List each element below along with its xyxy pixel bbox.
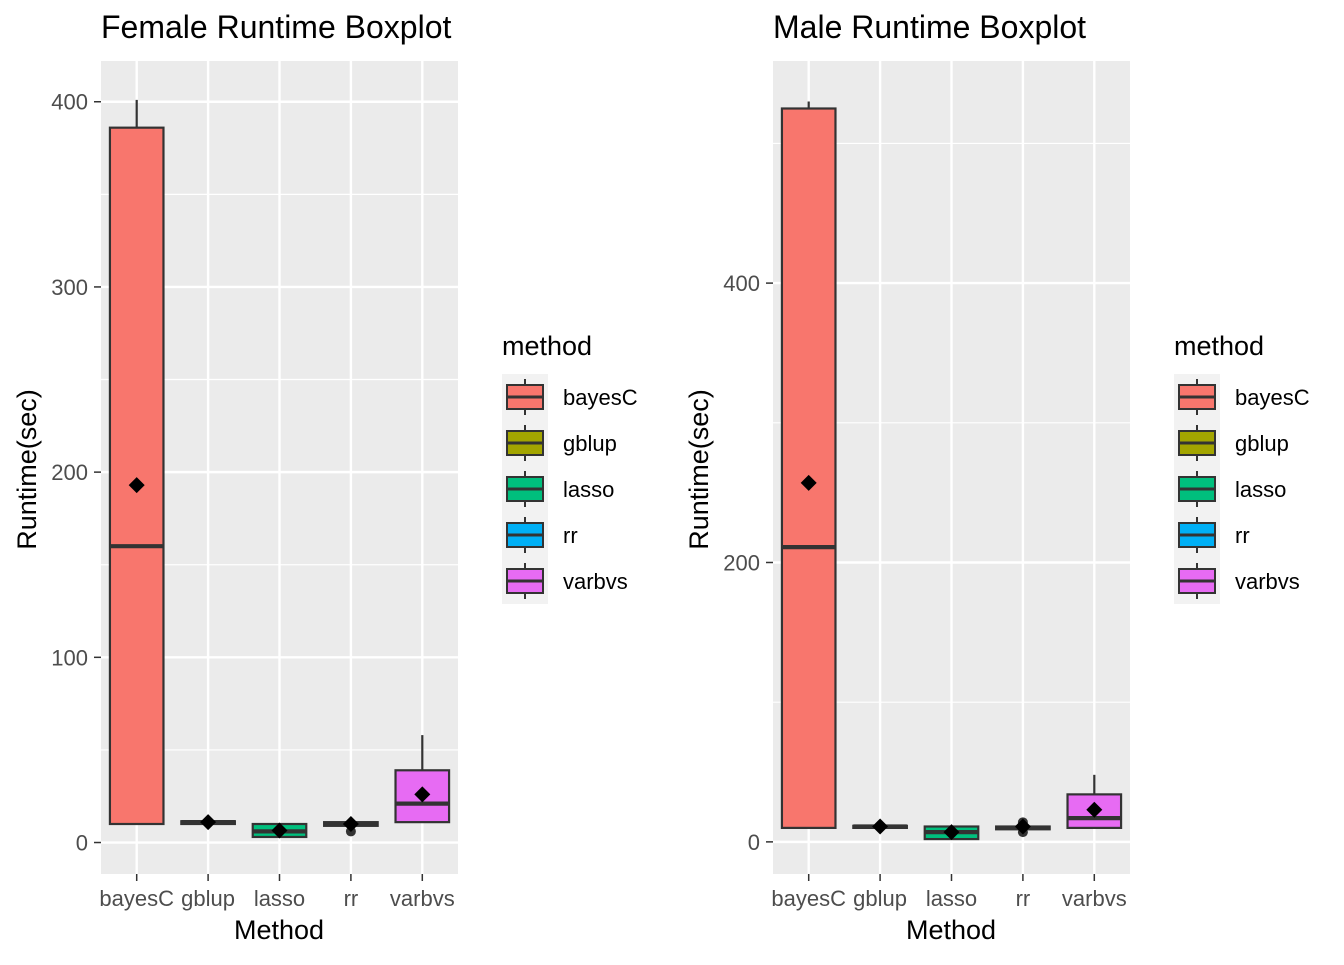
legend-entry-bayesC: bayesC bbox=[506, 379, 638, 415]
mean-marker bbox=[1014, 818, 1031, 835]
x-tick-label: rr bbox=[344, 886, 359, 911]
legend-label: lasso bbox=[1235, 477, 1286, 502]
legend-label: gblup bbox=[563, 431, 617, 456]
x-axis-title: Method bbox=[906, 915, 996, 945]
y-tick-label: 0 bbox=[748, 830, 760, 855]
box-iqr bbox=[108, 126, 165, 826]
legend-entry-rr: rr bbox=[506, 517, 578, 553]
y-tick-label: 300 bbox=[51, 275, 88, 300]
mean-marker bbox=[128, 477, 145, 494]
x-tick-label: lasso bbox=[926, 886, 977, 911]
legend-label: rr bbox=[563, 523, 578, 548]
box-bayesC bbox=[780, 101, 837, 830]
legend-label: bayesC bbox=[563, 385, 638, 410]
y-tick-label: 400 bbox=[51, 90, 88, 115]
box-iqr bbox=[780, 107, 837, 830]
legend-label: gblup bbox=[1235, 431, 1289, 456]
x-tick-label: gblup bbox=[853, 886, 907, 911]
legend: method bayesC gblup lasso rr varbvs bbox=[502, 331, 638, 604]
y-axis-title: Runtime(sec) bbox=[684, 389, 714, 550]
y-tick-label: 200 bbox=[723, 550, 760, 575]
y-tick-label: 0 bbox=[76, 831, 88, 856]
legend-entry-bayesC: bayesC bbox=[1178, 379, 1310, 415]
legend-title: method bbox=[502, 331, 592, 361]
chart-title: Male Runtime Boxplot bbox=[773, 9, 1086, 45]
mean-marker bbox=[943, 824, 960, 841]
mean-marker bbox=[800, 474, 817, 491]
box-varbvs bbox=[394, 735, 451, 824]
chart-title: Female Runtime Boxplot bbox=[101, 9, 451, 45]
box-rr bbox=[323, 815, 379, 837]
chart-panel-male: 0 200 400 bayesC gblup lasso rr varbvs Male Runt… bbox=[684, 9, 1310, 945]
mean-marker bbox=[872, 818, 889, 835]
mean-marker bbox=[200, 814, 217, 831]
x-tick-label: gblup bbox=[181, 886, 235, 911]
x-tick-label: lasso bbox=[254, 886, 305, 911]
box-gblup bbox=[852, 818, 908, 835]
mean-marker bbox=[342, 815, 359, 832]
x-tick-label: varbvs bbox=[390, 886, 455, 911]
y-tick-label: 400 bbox=[723, 271, 760, 296]
legend-label: bayesC bbox=[1235, 385, 1310, 410]
legend-label: lasso bbox=[563, 477, 614, 502]
x-tick-label: bayesC bbox=[99, 886, 174, 911]
x-tick-label: rr bbox=[1016, 886, 1031, 911]
x-axis-title: Method bbox=[234, 915, 324, 945]
box-varbvs bbox=[1066, 774, 1123, 830]
legend-entry-varbvs: varbvs bbox=[1178, 563, 1300, 599]
legend-entry-varbvs: varbvs bbox=[506, 563, 628, 599]
legend-label: rr bbox=[1235, 523, 1250, 548]
x-tick-label: bayesC bbox=[771, 886, 846, 911]
box-lasso bbox=[923, 824, 980, 841]
y-tick-label: 200 bbox=[51, 460, 88, 485]
y-axis-title: Runtime(sec) bbox=[12, 389, 42, 550]
mean-marker bbox=[1086, 801, 1103, 818]
mean-marker bbox=[271, 822, 288, 839]
box-rr bbox=[995, 817, 1051, 838]
x-tick-label: varbvs bbox=[1062, 886, 1127, 911]
legend-entry-lasso: lasso bbox=[1178, 471, 1286, 507]
box-lasso bbox=[251, 822, 308, 839]
legend-label: varbvs bbox=[563, 569, 628, 594]
legend-entry-lasso: lasso bbox=[506, 471, 614, 507]
mean-marker bbox=[414, 786, 431, 803]
legend-entry-gblup: gblup bbox=[1178, 425, 1289, 461]
legend-entry-gblup: gblup bbox=[506, 425, 617, 461]
legend-entry-rr: rr bbox=[1178, 517, 1250, 553]
chart-panel-female: 0 100 200 300 400 bayesC gblup lasso rr varbvs Fem… bbox=[12, 9, 638, 945]
legend-label: varbvs bbox=[1235, 569, 1300, 594]
y-tick-label: 100 bbox=[51, 645, 88, 670]
box-gblup bbox=[180, 814, 236, 831]
legend: method bayesC gblup lasso rr varbvs bbox=[1174, 331, 1310, 604]
legend-title: method bbox=[1174, 331, 1264, 361]
box-bayesC bbox=[108, 99, 165, 826]
